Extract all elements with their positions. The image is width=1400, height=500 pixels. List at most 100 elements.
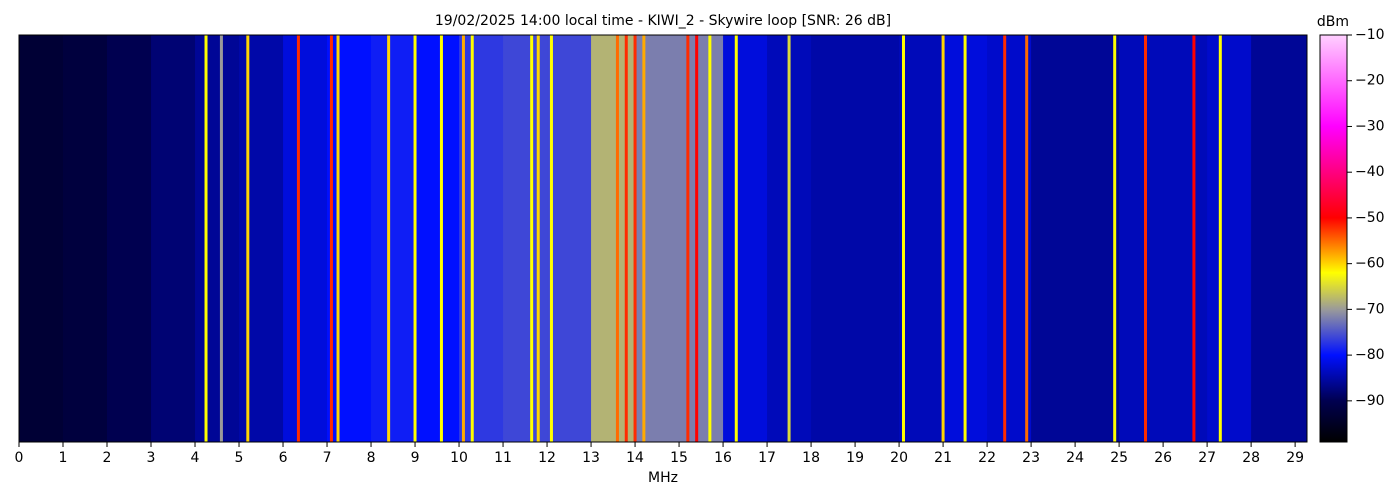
signal-line — [536, 35, 540, 442]
x-tick-label: 29 — [1286, 450, 1304, 466]
signal-line — [461, 35, 465, 442]
signal-line — [615, 35, 619, 442]
band — [855, 35, 900, 442]
signal-line — [387, 35, 391, 442]
band — [503, 35, 548, 442]
signal-line — [1192, 35, 1196, 442]
x-tick-label: 0 — [15, 450, 24, 466]
band — [591, 35, 636, 442]
band — [151, 35, 196, 442]
band — [107, 35, 152, 442]
signal-line — [219, 35, 223, 442]
signal-line — [734, 35, 738, 442]
colorbar-tick-label: −40 — [1355, 164, 1385, 180]
x-tick-label: 15 — [670, 450, 688, 466]
signal-line — [686, 35, 690, 442]
signal-line — [624, 35, 628, 442]
colorbar-tick-label: −30 — [1355, 118, 1385, 134]
signal-line — [1003, 35, 1007, 442]
x-tick-label: 20 — [890, 450, 908, 466]
colorbar-tick-label: −50 — [1355, 210, 1385, 226]
signal-line — [708, 35, 712, 442]
band — [1295, 35, 1308, 442]
x-tick-label: 4 — [191, 450, 200, 466]
signal-line — [549, 35, 553, 442]
colorbar-tick-label: −90 — [1355, 393, 1385, 409]
x-tick-label: 16 — [714, 450, 732, 466]
signal-line — [204, 35, 208, 442]
signal-line — [633, 35, 637, 442]
colorbar-label: dBm — [1317, 14, 1349, 30]
signal-line — [329, 35, 333, 442]
signal-line — [413, 35, 417, 442]
x-tick-label: 26 — [1154, 450, 1172, 466]
signal-line — [246, 35, 250, 442]
signal-line — [336, 35, 340, 442]
x-tick-label: 5 — [235, 450, 244, 466]
band — [195, 35, 240, 442]
signal-line — [695, 35, 699, 442]
band — [459, 35, 504, 442]
signal-line — [530, 35, 534, 442]
x-tick-label: 2 — [103, 450, 112, 466]
signal-line — [642, 35, 646, 442]
signal-line — [1113, 35, 1117, 442]
band — [723, 35, 768, 442]
band — [1251, 35, 1296, 442]
x-tick-label: 13 — [582, 450, 600, 466]
colorbar-tick-label: −10 — [1355, 27, 1385, 43]
x-tick-label: 8 — [367, 450, 376, 466]
signal-line — [470, 35, 474, 442]
x-tick-label: 3 — [147, 450, 156, 466]
x-tick-label: 10 — [450, 450, 468, 466]
band — [1119, 35, 1164, 442]
x-tick-label: 24 — [1066, 450, 1084, 466]
x-tick-label: 25 — [1110, 450, 1128, 466]
x-tick-label: 27 — [1198, 450, 1216, 466]
colorbar-tick-label: −20 — [1355, 73, 1385, 89]
band — [371, 35, 416, 442]
band — [1031, 35, 1076, 442]
x-tick-label: 28 — [1242, 450, 1260, 466]
x-tick-label: 9 — [411, 450, 420, 466]
band — [547, 35, 592, 442]
band — [1207, 35, 1252, 442]
colorbar — [1319, 34, 1348, 443]
signal-line — [963, 35, 967, 442]
band — [239, 35, 284, 442]
signal-line — [439, 35, 443, 442]
x-tick-label: 21 — [934, 450, 952, 466]
band — [811, 35, 856, 442]
x-tick-label: 19 — [846, 450, 864, 466]
x-tick-label: 12 — [538, 450, 556, 466]
plot-frame — [18, 34, 1308, 443]
signal-line — [1218, 35, 1222, 442]
band — [1075, 35, 1120, 442]
chart-title: 19/02/2025 14:00 local time - KIWI_2 - S… — [435, 13, 891, 29]
signal-line — [787, 35, 791, 442]
colorbar-tick-label: −80 — [1355, 347, 1385, 363]
x-tick-label: 23 — [1022, 450, 1040, 466]
band — [1163, 35, 1208, 442]
colorbar-tick-label: −70 — [1355, 301, 1385, 317]
signal-line — [296, 35, 300, 442]
band — [899, 35, 944, 442]
band — [327, 35, 372, 442]
band — [987, 35, 1032, 442]
colorbar-tick-label: −60 — [1355, 256, 1385, 272]
signal-line — [901, 35, 905, 442]
x-tick-label: 14 — [626, 450, 644, 466]
signal-line — [1144, 35, 1148, 442]
x-axis-label: MHz — [648, 470, 678, 486]
x-tick-label: 22 — [978, 450, 996, 466]
signal-line — [941, 35, 945, 442]
band — [63, 35, 108, 442]
x-tick-label: 1 — [59, 450, 68, 466]
band — [635, 35, 680, 442]
x-tick-label: 7 — [323, 450, 332, 466]
x-tick-label: 17 — [758, 450, 776, 466]
signal-line — [1025, 35, 1029, 442]
band — [283, 35, 328, 442]
band — [415, 35, 460, 442]
